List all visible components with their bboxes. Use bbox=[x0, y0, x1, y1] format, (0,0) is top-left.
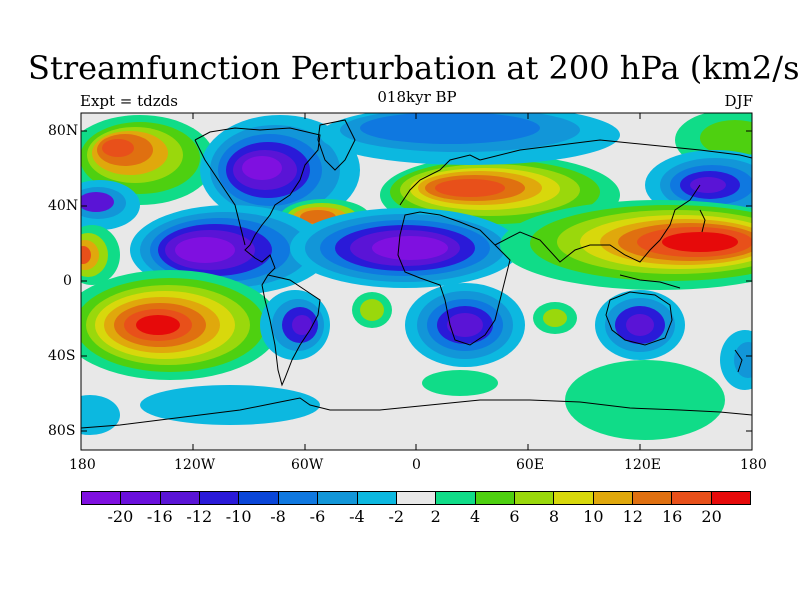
y-tick-label: 80N bbox=[48, 123, 79, 139]
colorbar-swatch bbox=[82, 492, 122, 504]
y-tick-label: 80S bbox=[48, 423, 76, 439]
colorbar-label: -6 bbox=[309, 507, 326, 526]
colorbar-swatch bbox=[711, 492, 751, 504]
colorbar-label: -20 bbox=[107, 507, 134, 526]
positive-anomaly-north-pacific bbox=[81, 115, 215, 205]
colorbar-label: -2 bbox=[388, 507, 405, 526]
negative-anomaly-east-south bbox=[720, 330, 752, 390]
colorbar bbox=[81, 491, 751, 505]
colorbar-swatch bbox=[121, 492, 161, 504]
x-tick-label: 180 bbox=[69, 457, 96, 473]
colorbar-swatch bbox=[436, 492, 476, 504]
colorbar-label: 16 bbox=[661, 507, 683, 526]
colorbar-label: 8 bbox=[548, 507, 560, 526]
time-label: 018kyr BP bbox=[377, 88, 457, 106]
colorbar-swatch bbox=[200, 492, 240, 504]
positive-anomaly-indian-ocean bbox=[533, 302, 577, 334]
colorbar-swatch bbox=[475, 492, 515, 504]
colorbar-label: 12 bbox=[622, 507, 643, 526]
colorbar-label: -12 bbox=[186, 507, 213, 526]
chart-title: Streamfunction Perturbation at 200 hPa (… bbox=[28, 49, 800, 87]
colorbar-label: 2 bbox=[430, 507, 441, 526]
x-tick-label: 60W bbox=[291, 457, 324, 473]
colorbar-swatch bbox=[357, 492, 397, 504]
positive-anomaly-west-tropics bbox=[81, 225, 120, 285]
y-tick-label: 0 bbox=[63, 273, 72, 289]
x-tick-label: 120E bbox=[624, 457, 661, 473]
colorbar-swatch bbox=[554, 492, 594, 504]
y-tick-label: 40N bbox=[48, 198, 79, 214]
negative-anomaly-west-edge bbox=[81, 180, 140, 230]
colorbar-swatch bbox=[160, 492, 201, 504]
experiment-label: Expt = tdzds bbox=[80, 92, 178, 110]
colorbar-label: -4 bbox=[349, 507, 365, 526]
tick-marks bbox=[81, 113, 752, 450]
season-label: DJF bbox=[724, 92, 753, 110]
colorbar-label: 4 bbox=[470, 507, 481, 526]
contour-field bbox=[81, 113, 752, 450]
positive-anomaly-asia bbox=[500, 200, 752, 290]
negative-anomaly-south-africa bbox=[405, 283, 525, 367]
colorbar-swatch bbox=[239, 492, 279, 504]
colorbar-label: 20 bbox=[701, 507, 722, 526]
negative-anomaly-south-america bbox=[260, 290, 330, 360]
negative-anomaly-canada bbox=[200, 115, 360, 225]
x-tick-label: 180 bbox=[740, 457, 767, 473]
x-tick-label: 60E bbox=[516, 457, 545, 473]
positive-anomaly-south-atlantic bbox=[352, 292, 392, 328]
positive-anomaly-south-pacific bbox=[81, 270, 280, 380]
colorbar-swatch bbox=[396, 492, 437, 504]
colorbar-label: -16 bbox=[146, 507, 173, 526]
colorbar-swatch bbox=[672, 492, 712, 504]
colorbar-swatch bbox=[633, 492, 673, 504]
x-tick-label: 120W bbox=[174, 457, 216, 473]
colorbar-swatch bbox=[593, 492, 634, 504]
negative-anomaly-arctic bbox=[320, 113, 620, 165]
negative-anomaly-australia bbox=[595, 290, 685, 360]
positive-anomaly-southern-ocean bbox=[422, 360, 725, 440]
x-tick-label: 0 bbox=[412, 457, 421, 473]
y-tick-label: 40S bbox=[48, 348, 76, 364]
coastlines bbox=[81, 119, 752, 429]
colorbar-label: 10 bbox=[583, 507, 604, 526]
colorbar-label: 6 bbox=[509, 507, 520, 526]
negative-anomaly-antarctic bbox=[81, 385, 320, 435]
colorbar-label: -8 bbox=[270, 507, 286, 526]
negative-anomaly-east-pacific-north bbox=[645, 150, 752, 220]
colorbar-swatch bbox=[318, 492, 358, 504]
negative-anomaly-tropical-atlantic bbox=[290, 208, 520, 288]
colorbar-label: -10 bbox=[225, 507, 252, 526]
colorbar-swatch bbox=[278, 492, 319, 504]
colorbar-swatch bbox=[514, 492, 555, 504]
